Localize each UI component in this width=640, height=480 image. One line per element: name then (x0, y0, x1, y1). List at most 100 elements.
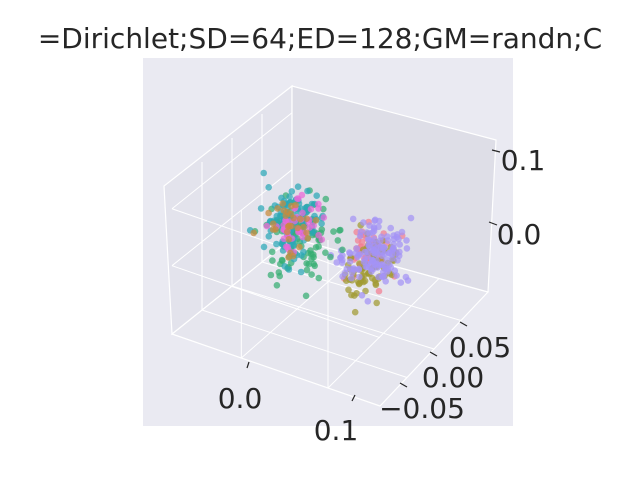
scatter-point (298, 191, 306, 199)
scatter-point (382, 278, 390, 285)
tick-labels: 0.0 0.1 0.050.00−0.05 0.1 0.0 (218, 144, 546, 447)
scatter-point (302, 292, 310, 300)
scatter-point (269, 226, 277, 233)
scatter-point (260, 243, 268, 251)
scatter-point (380, 272, 388, 280)
scatter-point (273, 212, 281, 220)
scatter-point (299, 233, 307, 241)
scatter-point (265, 209, 272, 217)
chart-title: =Dirichlet;SD=64;ED=128;GM=randn;C (37, 22, 603, 55)
series-6 (250, 200, 320, 261)
scatter-point (337, 226, 344, 234)
scatter-point (279, 200, 287, 207)
scatter-point (339, 256, 346, 264)
scatter-point (296, 243, 303, 251)
scatter-point (288, 188, 296, 195)
scatter-point (364, 235, 372, 243)
grid-lines (171, 112, 462, 389)
scatter-point (260, 169, 268, 177)
x-tick-label-0: 0.0 (218, 382, 263, 415)
scatter-point (273, 240, 280, 248)
scatter-point (360, 219, 367, 226)
scatter-point (267, 271, 275, 279)
y-tick-mark-0 (459, 321, 468, 327)
scatter-point (388, 255, 396, 262)
y-tick-mark-1 (429, 351, 438, 357)
scatter-point (348, 291, 355, 299)
series-2 (327, 214, 415, 305)
scatter-point (377, 237, 384, 244)
scatter-point (371, 216, 379, 224)
grid-z-left-1 (171, 169, 293, 267)
z-tick-label-0: 0.1 (501, 144, 546, 177)
scatter-point (358, 292, 366, 299)
data-points (246, 169, 415, 316)
y-tick-label-1: 0.00 (422, 361, 484, 394)
scatter-point (320, 214, 328, 221)
scatter-point (403, 237, 410, 244)
scatter-point (363, 229, 371, 236)
scatter-point (384, 237, 392, 244)
scatter-point (315, 274, 323, 282)
scatter-point (404, 277, 412, 284)
scatter-point (365, 242, 372, 249)
scatter-point (396, 241, 404, 248)
scatter-point (289, 252, 297, 260)
scatter-point (268, 248, 276, 256)
scatter-point (294, 183, 302, 190)
back-pane (291, 85, 497, 293)
scatter-point (294, 224, 302, 232)
scatter-point (305, 260, 313, 268)
scatter-point (369, 265, 377, 273)
scatter-point (352, 250, 359, 257)
scatter-point (375, 287, 383, 295)
scatter-point (351, 308, 359, 316)
scatter-point (297, 268, 305, 276)
scatter-point (286, 193, 293, 200)
scatter-point (349, 215, 357, 223)
scatter-point (273, 282, 281, 289)
scatter-point (356, 273, 363, 281)
scatter-point (269, 220, 277, 227)
scatter-point (265, 184, 273, 191)
x-tick-mark-0 (246, 361, 250, 369)
scatter-point (380, 250, 388, 258)
scatter-point (315, 231, 322, 239)
scatter-point (269, 257, 276, 264)
scatter-point (322, 195, 330, 203)
scatter-point (375, 223, 382, 231)
scatter-point (283, 228, 291, 236)
scatter-point (346, 249, 353, 256)
scatter-point (263, 222, 271, 230)
grid-y-floor-0 (201, 309, 408, 378)
scatter-point (353, 290, 360, 297)
scatter-point (366, 222, 373, 229)
scatter-point (313, 192, 321, 199)
scatter-point (355, 266, 363, 274)
scatter-point (312, 217, 320, 224)
scatter-point (343, 265, 351, 273)
scatter-point (330, 228, 337, 235)
scatter-point (311, 262, 319, 270)
scatter-point (407, 214, 415, 222)
scatter-point (294, 195, 301, 202)
scatter-point (284, 223, 292, 230)
y-tick-label-2: −0.05 (379, 392, 465, 425)
scatter-point (307, 205, 315, 213)
scatter-point (361, 277, 369, 285)
scatter-point (265, 233, 273, 240)
x-tick-label-1: 0.1 (314, 414, 359, 447)
scatter-point (370, 249, 377, 257)
scatter-point (394, 257, 401, 264)
scatter-point (387, 224, 395, 232)
scatter-point (348, 274, 355, 282)
scatter-point (281, 263, 289, 270)
scatter-point (308, 271, 315, 278)
grid-z-left-0 (171, 112, 293, 210)
scatter-point (276, 272, 284, 280)
scatter-point (303, 229, 310, 236)
scatter-point (403, 245, 411, 252)
scatter-point (394, 231, 401, 238)
scatter-point (285, 236, 293, 243)
